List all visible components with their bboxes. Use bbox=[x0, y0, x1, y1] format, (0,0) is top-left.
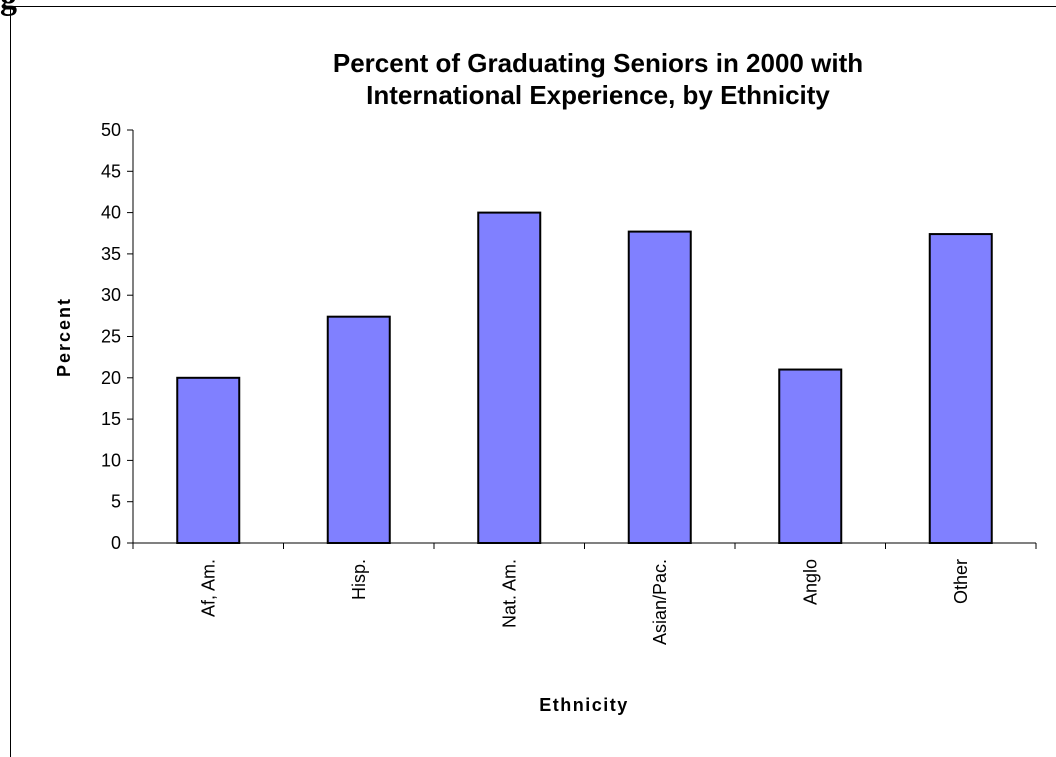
y-tick-label: 45 bbox=[101, 161, 121, 181]
y-tick-label: 35 bbox=[101, 244, 121, 264]
bar bbox=[778, 368, 843, 545]
x-tick-label: Hisp. bbox=[349, 559, 369, 600]
y-tick-label: 25 bbox=[101, 327, 121, 347]
chart-title-line-2: International Experience, by Ethnicity bbox=[366, 80, 830, 110]
y-tick-label: 0 bbox=[111, 533, 121, 553]
y-tick-label: 20 bbox=[101, 368, 121, 388]
bar bbox=[627, 230, 692, 545]
y-tick-label: 50 bbox=[101, 120, 121, 140]
bars bbox=[176, 211, 993, 545]
y-tick-labels: 0 5 10 15 20 25 30 35 40 45 50 bbox=[101, 120, 121, 553]
bar bbox=[326, 315, 391, 544]
y-tick-label: 40 bbox=[101, 203, 121, 223]
bar bbox=[176, 376, 241, 544]
chart-title-line-1: Percent of Graduating Seniors in 2000 wi… bbox=[333, 48, 863, 78]
y-tick-label: 30 bbox=[101, 285, 121, 305]
bar bbox=[477, 211, 542, 544]
y-tick-label: 15 bbox=[101, 409, 121, 429]
cropped-heading-fragment: g bbox=[0, 0, 17, 16]
bar bbox=[928, 233, 993, 545]
x-tick-labels: Af, Am. Hisp. Nat. Am. Asian/Pac. Anglo Other bbox=[198, 559, 971, 645]
x-tick-label: Other bbox=[951, 559, 971, 604]
chart-frame bbox=[10, 6, 1056, 757]
y-tick-label: 10 bbox=[101, 450, 121, 470]
axes bbox=[127, 129, 1037, 549]
x-tick-label: Anglo bbox=[800, 559, 820, 605]
y-axis-label: Percent bbox=[54, 297, 74, 377]
x-tick-label: Nat. Am. bbox=[499, 559, 519, 628]
x-tick-label: Af, Am. bbox=[198, 559, 218, 617]
x-axis-label: Ethnicity bbox=[539, 695, 629, 715]
y-tick-label: 5 bbox=[111, 492, 121, 512]
x-tick-label: Asian/Pac. bbox=[650, 559, 670, 645]
